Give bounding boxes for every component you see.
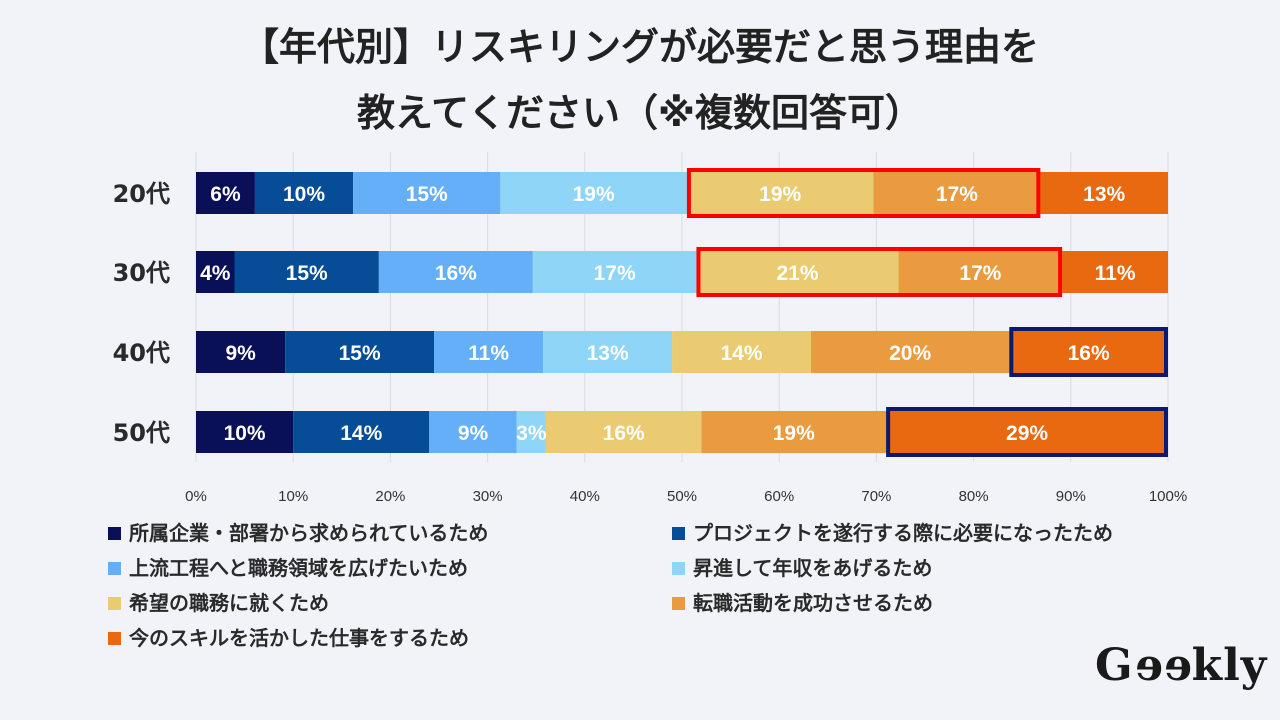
highlight-box bbox=[886, 407, 1168, 457]
data-label: 11% bbox=[1095, 262, 1136, 285]
bar-segment bbox=[1040, 172, 1168, 214]
x-tick-label: 90% bbox=[1056, 488, 1086, 505]
data-label: 19% bbox=[573, 183, 615, 206]
legend-swatch bbox=[672, 527, 685, 540]
bar-segment bbox=[672, 331, 811, 373]
bar-segment bbox=[532, 251, 697, 293]
highlight-box bbox=[1009, 327, 1169, 377]
legend-label: 昇進して年収をあげるため bbox=[693, 556, 932, 580]
data-label: 4% bbox=[200, 262, 231, 285]
data-label: 29% bbox=[1006, 422, 1048, 445]
data-label: 16% bbox=[1068, 342, 1110, 365]
bar-segment bbox=[500, 172, 687, 214]
data-label: 6% bbox=[210, 183, 241, 206]
bar-segment bbox=[434, 331, 544, 373]
data-label: 3% bbox=[516, 422, 547, 445]
x-tick-label: 50% bbox=[667, 488, 697, 505]
data-label: 9% bbox=[225, 342, 256, 365]
legend-label: 今のスキルを活かした仕事をするため bbox=[129, 626, 469, 650]
bar-segment bbox=[898, 251, 1063, 293]
data-label: 21% bbox=[776, 262, 818, 285]
bar-segment bbox=[196, 172, 255, 214]
legend-swatch bbox=[108, 527, 121, 540]
legend-label: 転職活動を成功させるため bbox=[693, 591, 933, 615]
highlight-box bbox=[696, 247, 1063, 297]
x-tick-label: 40% bbox=[570, 488, 600, 505]
data-label: 16% bbox=[603, 422, 645, 445]
data-label: 13% bbox=[1083, 183, 1125, 206]
category-label: 50代 bbox=[113, 419, 170, 447]
bar-segment bbox=[234, 251, 379, 293]
legend-label: 上流工程へと職務領域を広げたいため bbox=[129, 556, 468, 580]
data-label: 14% bbox=[340, 422, 382, 445]
bar-segment bbox=[886, 411, 1168, 453]
bar-segment bbox=[543, 331, 673, 373]
bar-segment bbox=[378, 251, 533, 293]
bar-segment bbox=[701, 411, 887, 453]
data-label: 19% bbox=[759, 183, 801, 206]
bar-segment bbox=[196, 411, 294, 453]
x-tick-label: 100% bbox=[1149, 488, 1187, 505]
title-line-2: 教えてください（※複数回答可） bbox=[357, 91, 923, 135]
geekly-logo: Geekly bbox=[1095, 640, 1268, 691]
x-tick-label: 60% bbox=[764, 488, 794, 505]
bar-segment bbox=[254, 172, 354, 214]
x-tick-label: 80% bbox=[959, 488, 989, 505]
bar-segment bbox=[196, 331, 286, 373]
data-label: 20% bbox=[889, 342, 931, 365]
data-label: 14% bbox=[720, 342, 762, 365]
data-label: 15% bbox=[286, 262, 328, 285]
bar-segment bbox=[1009, 331, 1168, 373]
category-label: 30代 bbox=[113, 259, 170, 287]
data-label: 19% bbox=[773, 422, 815, 445]
data-label: 17% bbox=[936, 183, 978, 206]
x-tick-label: 10% bbox=[278, 488, 308, 505]
bar-segment bbox=[285, 331, 435, 373]
legend-label: 所属企業・部署から求められているため bbox=[129, 521, 488, 545]
bar-segment bbox=[686, 172, 874, 214]
legend-swatch bbox=[108, 562, 121, 575]
legend-swatch bbox=[108, 632, 121, 645]
bar-segment bbox=[516, 411, 546, 453]
data-label: 16% bbox=[435, 262, 477, 285]
data-label: 13% bbox=[587, 342, 629, 365]
bar-segment bbox=[353, 172, 501, 214]
data-label: 17% bbox=[594, 262, 636, 285]
bar-segment bbox=[696, 251, 899, 293]
legend-label: プロジェクトを遂行する際に必要になったため bbox=[693, 521, 1113, 545]
legend-swatch bbox=[672, 562, 685, 575]
highlight-box bbox=[686, 168, 1041, 218]
legend-swatch bbox=[672, 597, 685, 610]
bar-segment bbox=[196, 251, 235, 293]
chart-title: 【年代別】リスキリングが必要だと思う理由を 教えてください（※複数回答可） bbox=[0, 14, 1280, 146]
legend-swatch bbox=[108, 597, 121, 610]
x-tick-label: 20% bbox=[375, 488, 405, 505]
bar-segment bbox=[545, 411, 702, 453]
category-label: 40代 bbox=[113, 339, 170, 367]
data-label: 17% bbox=[959, 262, 1001, 285]
data-label: 10% bbox=[283, 183, 325, 206]
data-label: 11% bbox=[468, 342, 509, 365]
legend-label: 希望の職務に就くため bbox=[129, 591, 329, 615]
title-line-1: 【年代別】リスキリングが必要だと思う理由を bbox=[240, 25, 1039, 69]
category-label: 20代 bbox=[113, 180, 170, 208]
bar-segment bbox=[810, 331, 1010, 373]
data-label: 15% bbox=[339, 342, 381, 365]
data-label: 15% bbox=[406, 183, 448, 206]
x-tick-label: 0% bbox=[185, 488, 207, 505]
bar-segment bbox=[293, 411, 430, 453]
x-tick-label: 70% bbox=[861, 488, 891, 505]
data-label: 9% bbox=[458, 422, 489, 445]
data-label: 10% bbox=[224, 422, 266, 445]
bar-segment bbox=[1062, 251, 1168, 293]
bar-segment bbox=[429, 411, 517, 453]
bar-segment bbox=[873, 172, 1041, 214]
x-tick-label: 30% bbox=[473, 488, 503, 505]
